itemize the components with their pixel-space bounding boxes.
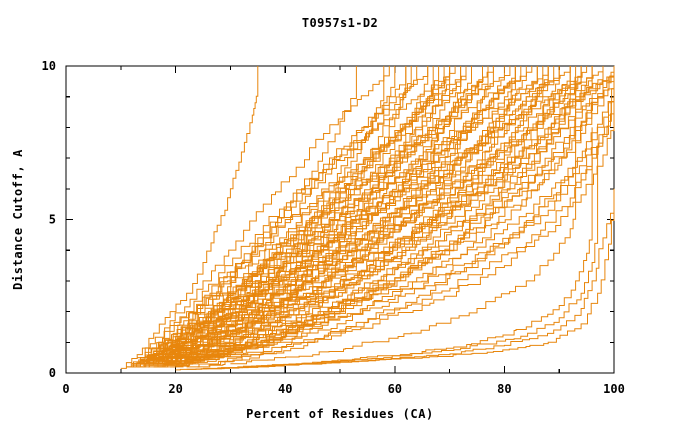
data-curve — [126, 66, 357, 368]
data-curve — [164, 66, 615, 365]
data-curve — [170, 66, 604, 356]
data-curve — [153, 66, 516, 366]
x-tick-label: 40 — [278, 382, 292, 396]
data-curves-layer — [120, 66, 615, 371]
data-curve — [148, 66, 451, 362]
x-tick-label: 80 — [497, 382, 511, 396]
data-curve — [181, 66, 604, 366]
data-curve — [142, 66, 429, 359]
data-curve — [142, 66, 418, 362]
data-curve — [137, 66, 445, 365]
data-curve — [159, 66, 593, 365]
data-curve — [164, 66, 588, 359]
axis-labels-layer: 0 20 40 60 80 100 0 5 10 Percent of Residues (CA)… — [11, 59, 625, 421]
data-curve — [186, 66, 615, 368]
data-curve — [153, 66, 494, 356]
data-curve — [175, 188, 615, 371]
y-axis-title: Distance Cutoff, A — [11, 149, 25, 290]
page-title: T0957s1-D2 — [301, 16, 379, 30]
data-curve — [142, 66, 483, 365]
data-curve — [153, 66, 555, 365]
data-curve — [208, 66, 615, 366]
data-curve — [148, 66, 522, 365]
x-tick-label: 60 — [388, 382, 402, 396]
data-curve — [181, 66, 615, 362]
data-curve — [203, 66, 615, 360]
y-tick-label: 5 — [49, 213, 56, 227]
data-curve — [164, 66, 571, 356]
data-curve — [148, 66, 467, 359]
data-curve — [137, 66, 440, 365]
x-tick-label: 0 — [62, 382, 69, 396]
data-curve — [159, 66, 549, 359]
data-curve — [197, 66, 615, 368]
data-curve — [164, 66, 615, 368]
data-curve — [120, 66, 259, 369]
data-curve — [153, 66, 511, 359]
data-curve — [137, 66, 390, 359]
data-curve — [153, 66, 577, 368]
x-axis-title: Percent of Residues (CA) — [246, 407, 434, 421]
data-curve — [148, 66, 456, 356]
x-tick-label: 20 — [168, 382, 182, 396]
y-tick-label: 0 — [49, 366, 56, 380]
data-curve — [192, 66, 615, 362]
data-curve — [131, 66, 407, 365]
x-tick-label: 100 — [603, 382, 625, 396]
data-curve — [230, 81, 577, 365]
y-tick-label: 10 — [42, 59, 56, 73]
data-curve — [219, 127, 593, 369]
data-curve — [159, 66, 533, 356]
